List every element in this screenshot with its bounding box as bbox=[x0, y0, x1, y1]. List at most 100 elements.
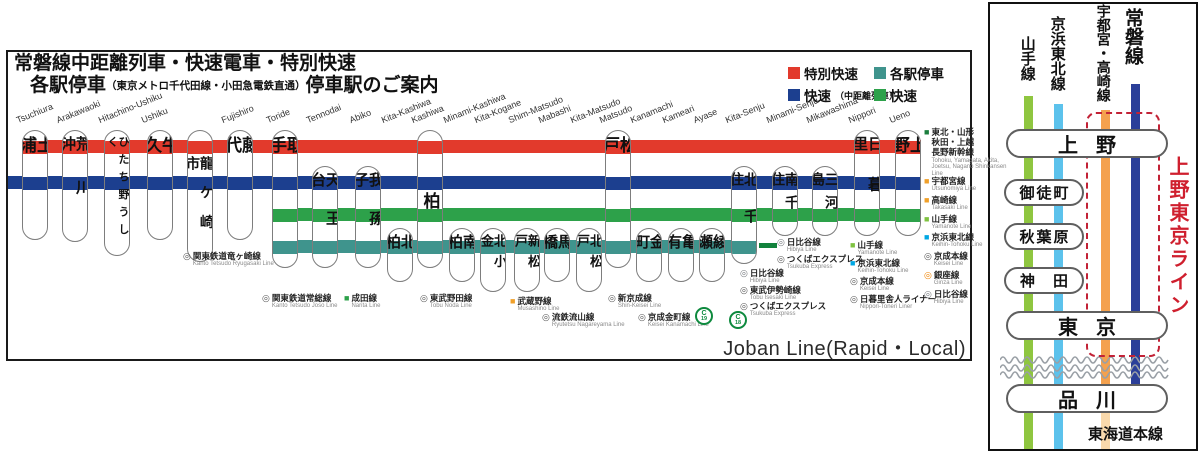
stop-line-segment-blue bbox=[606, 177, 630, 190]
badge-letter: C bbox=[735, 313, 741, 321]
station-name: 北千住 bbox=[732, 167, 756, 263]
stop-line-segment-red bbox=[63, 141, 87, 154]
stop-line-segment-green bbox=[606, 209, 630, 222]
transfer-note-text: 山手線 Yamanote Line bbox=[857, 240, 897, 257]
station-name: 我孫子 bbox=[356, 167, 380, 267]
transfer-line-romaji: Tohoku, Yamagata, Akita, Joetsu, Nagano … bbox=[931, 157, 1007, 177]
panel-line-label: 常磐線 bbox=[1121, 8, 1143, 65]
station-name: 馬橋 bbox=[545, 229, 569, 281]
transfer-line-name: 関東鉄道竜ヶ崎線 bbox=[192, 251, 261, 261]
stop-line-segment-red bbox=[606, 141, 630, 154]
station-name: 牛久 bbox=[148, 131, 172, 239]
stop-line-segment-teal bbox=[356, 241, 380, 254]
transfer-line-name: つくばエクスプレス bbox=[786, 254, 864, 264]
stop-line-segment-blue bbox=[732, 177, 756, 190]
transfer-note: ◎ 関東鉄道常総線 Kanto Tetsudo Joso Line bbox=[262, 293, 337, 310]
transfer-line-icon: ◎ bbox=[542, 312, 550, 322]
transfer-line-icon: ◎ bbox=[262, 293, 270, 303]
transfer-line-icon: ■ bbox=[850, 240, 856, 250]
stop-line-segment-green bbox=[773, 209, 797, 222]
map-title: 常磐線中距離列車・快速電車・特別快速 各駅停車（東京メトロ千代田線・小田急電鉄直… bbox=[14, 53, 439, 97]
station-name-text: 荒川沖 bbox=[62, 136, 88, 223]
stop-line-segment-green bbox=[855, 209, 879, 222]
transfer-line-icon: ■ bbox=[924, 214, 930, 224]
transfer-note: ■ 京浜東北線 Keihin-Tohoku Line bbox=[850, 258, 908, 275]
station-name: 上野 bbox=[896, 131, 920, 235]
transfer-line-icon: ◎ bbox=[608, 293, 616, 303]
station-capsule: 北柏 bbox=[387, 228, 413, 282]
panel-line-3 bbox=[1131, 84, 1140, 412]
title-line2: 各駅停車（東京メトロ千代田線・小田急電鉄直通）停車駅のご案内 bbox=[14, 75, 439, 97]
transfer-note-text: 京成本線 Keisei Line bbox=[860, 276, 894, 293]
transfer-line-name: 新京成線 bbox=[617, 293, 652, 303]
transfer-note-text: 京成本線 Keisei Line bbox=[934, 251, 968, 268]
station-name: 金町 bbox=[637, 229, 661, 281]
transfer-note-text: 流鉄流山線 Ryutetsu Nagareyama Line bbox=[552, 312, 625, 329]
transfer-line-name: 高崎線 bbox=[931, 195, 957, 205]
stop-line-segment-blue bbox=[188, 177, 212, 190]
station-name: 藤代 bbox=[228, 131, 252, 239]
legend-color-swatch bbox=[788, 89, 800, 101]
stop-line-segment-teal bbox=[577, 241, 601, 254]
panel-station-capsule: 神田 bbox=[1004, 267, 1084, 294]
transfer-line-romaji: Tobu Noda Line bbox=[429, 303, 472, 310]
transfer-note-text: 東武伊勢崎線 Tobu Isesaki Line bbox=[750, 285, 801, 302]
ueno-tokyo-line-label: 上野東京ライン bbox=[1166, 156, 1188, 317]
stop-line-segment-teal bbox=[273, 241, 297, 254]
transfer-note: ■ 武蔵野線 Musashino Line bbox=[510, 296, 559, 313]
station-name-text: 松戸 bbox=[605, 136, 631, 247]
title-line2-head: 各駅停車 bbox=[30, 74, 107, 96]
stop-line-segment-blue bbox=[313, 177, 337, 190]
station-capsule: 北松戸 bbox=[576, 228, 602, 292]
station-name: 日暮里 bbox=[855, 131, 879, 235]
transfer-line-romaji: Ryutetsu Nagareyama Line bbox=[551, 322, 625, 329]
panel-line-pale-2 bbox=[1101, 412, 1110, 449]
legend-label: 快速 bbox=[804, 89, 831, 104]
legend-item: 特別快速 bbox=[788, 63, 858, 83]
transfer-line-romaji: Yamanote Line bbox=[931, 224, 972, 231]
stop-line-segment-teal bbox=[606, 241, 630, 254]
transfer-line-romaji: Musashino Line bbox=[517, 306, 560, 313]
panel-station-name: 上野 bbox=[1058, 135, 1134, 157]
stop-line-segment-blue bbox=[813, 177, 837, 190]
transfer-note-text: 武蔵野線 Musashino Line bbox=[517, 296, 559, 313]
transfer-note-text: 宇都宮線 Utsunomiya Line bbox=[931, 176, 976, 193]
transfer-line-romaji: Tobu Isesaki Line bbox=[749, 295, 797, 302]
station-name: 新松戸 bbox=[515, 229, 539, 291]
transfer-note: ◎ 日暮里舎人ライナー Nippori-Toneri Liner bbox=[850, 294, 936, 311]
station-capsule: 牛久 bbox=[147, 130, 173, 240]
legend-item: 快速 bbox=[874, 85, 917, 105]
transfer-line-icon: ◎ bbox=[777, 237, 785, 247]
stop-line-segment-red bbox=[105, 141, 129, 154]
legend-item: 各駅停車 bbox=[874, 63, 944, 83]
stop-line-segment-teal bbox=[669, 241, 693, 254]
stop-line-segment-red bbox=[418, 141, 442, 154]
station-capsule: 北千住 bbox=[731, 166, 757, 264]
transfer-line-romaji: Keisei Kanamachi Line bbox=[647, 322, 709, 329]
station-name-text: 綾瀬 bbox=[699, 234, 725, 263]
station-capsule: 綾瀬 bbox=[699, 228, 725, 282]
transfer-line-icon: ◎ bbox=[924, 270, 932, 280]
transfer-note: ■ 山手線 Yamanote Line bbox=[850, 240, 897, 257]
transfer-line-name: 日比谷線 bbox=[749, 268, 784, 278]
panel-station-name: 神田 bbox=[1019, 273, 1086, 290]
legend-label: 特別快速 bbox=[804, 67, 858, 82]
stop-line-segment-blue bbox=[855, 177, 879, 190]
transfer-line-name: 銀座線 bbox=[933, 270, 960, 280]
stop-line-segment-teal bbox=[732, 241, 756, 254]
transfer-line-icon: ■ bbox=[344, 293, 350, 303]
station-capsule: 南柏 bbox=[449, 228, 475, 282]
station-capsule: 金町 bbox=[636, 228, 662, 282]
legend-color-swatch bbox=[874, 89, 886, 101]
transfer-note-text: 日比谷線 Hibiya Line bbox=[934, 289, 968, 306]
stop-line-segment-blue bbox=[148, 177, 172, 190]
station-name-text: 北柏 bbox=[387, 234, 413, 263]
transfer-line-icon: ◎ bbox=[638, 312, 646, 322]
distance-break-squiggle bbox=[1000, 356, 1169, 379]
stop-line-segment-blue bbox=[896, 177, 920, 190]
transfer-line-name: 京成本線 bbox=[859, 276, 894, 286]
stop-line-segment-teal bbox=[450, 241, 474, 254]
title-line2-tail: 停車駅のご案内 bbox=[305, 74, 439, 96]
stop-line-segment-blue bbox=[418, 177, 442, 190]
